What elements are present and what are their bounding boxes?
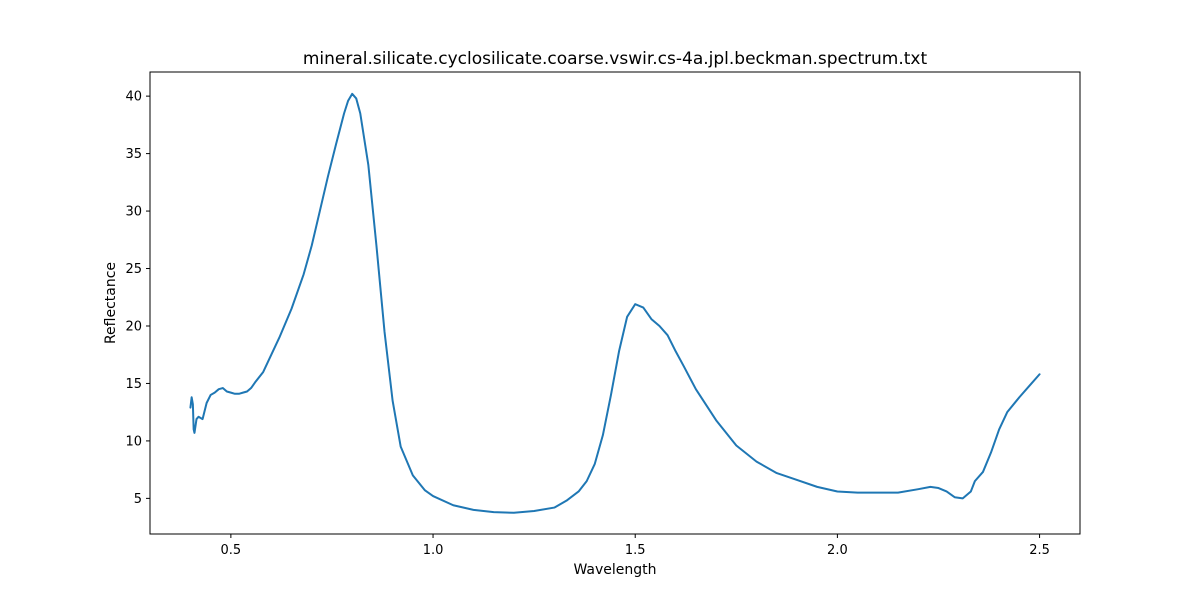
y-tick-label: 30 [125,205,142,220]
y-tick-label: 20 [125,319,142,334]
y-tick-label: 5 [134,492,142,507]
x-tick-label: 0.5 [221,543,242,558]
x-axis: 0.5 1.0 1.5 2.0 2.5 [221,534,1050,558]
y-tick-label: 40 [125,90,142,105]
plot-area [189,92,1041,514]
x-tick-label: 1.0 [423,543,444,558]
x-axis-label: Wavelength [573,562,656,578]
series-line-0 [189,92,1041,514]
plot-frame [149,71,1081,535]
y-axis-label: Reflectance [103,262,119,344]
y-axis: 5 10 15 20 25 30 35 40 [125,90,150,507]
x-tick-label: 1.5 [625,543,646,558]
chart-title: mineral.silicate.cyclosilicate.coarse.vs… [303,49,928,69]
x-tick-label: 2.5 [1029,543,1050,558]
y-tick-label: 35 [125,147,142,162]
y-tick-label: 15 [125,377,142,392]
x-tick-label: 2.0 [827,543,848,558]
y-tick-label: 25 [125,262,142,277]
y-tick-label: 10 [125,434,142,449]
